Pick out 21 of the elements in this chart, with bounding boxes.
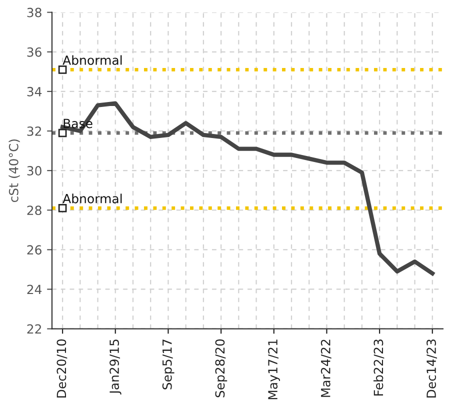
x-tick-label: Jan29/15 xyxy=(110,340,122,394)
y-tick-label: 30 xyxy=(27,166,42,176)
line-series xyxy=(60,101,434,276)
x-tick-label: Sep28/20 xyxy=(215,339,228,398)
x-tick-label: Feb22/23 xyxy=(374,340,384,396)
ref-line-label: Abnormal xyxy=(62,194,122,204)
y-tick-label: 24 xyxy=(27,284,42,294)
x-tick-label: Mar24/22 xyxy=(320,340,332,397)
x-tick-label: Dec14/23 xyxy=(426,340,437,398)
x-tick-label: May17/21 xyxy=(268,340,280,400)
x-tick-label: Dec20/10 xyxy=(56,339,68,398)
y-tick-label: 38 xyxy=(27,8,42,18)
y-axis-title: cSt (40°C) xyxy=(8,139,20,202)
ref-line-label: Abnormal xyxy=(62,55,122,65)
x-tick-label: Sep5/17 xyxy=(162,340,174,390)
y-tick-label: 34 xyxy=(27,86,42,96)
y-tick-label: 32 xyxy=(27,126,42,136)
y-tick-label: 28 xyxy=(27,206,42,216)
y-tick-label: 22 xyxy=(27,324,42,334)
y-tick-label: 26 xyxy=(27,245,42,255)
y-tick-label: 36 xyxy=(27,47,42,57)
